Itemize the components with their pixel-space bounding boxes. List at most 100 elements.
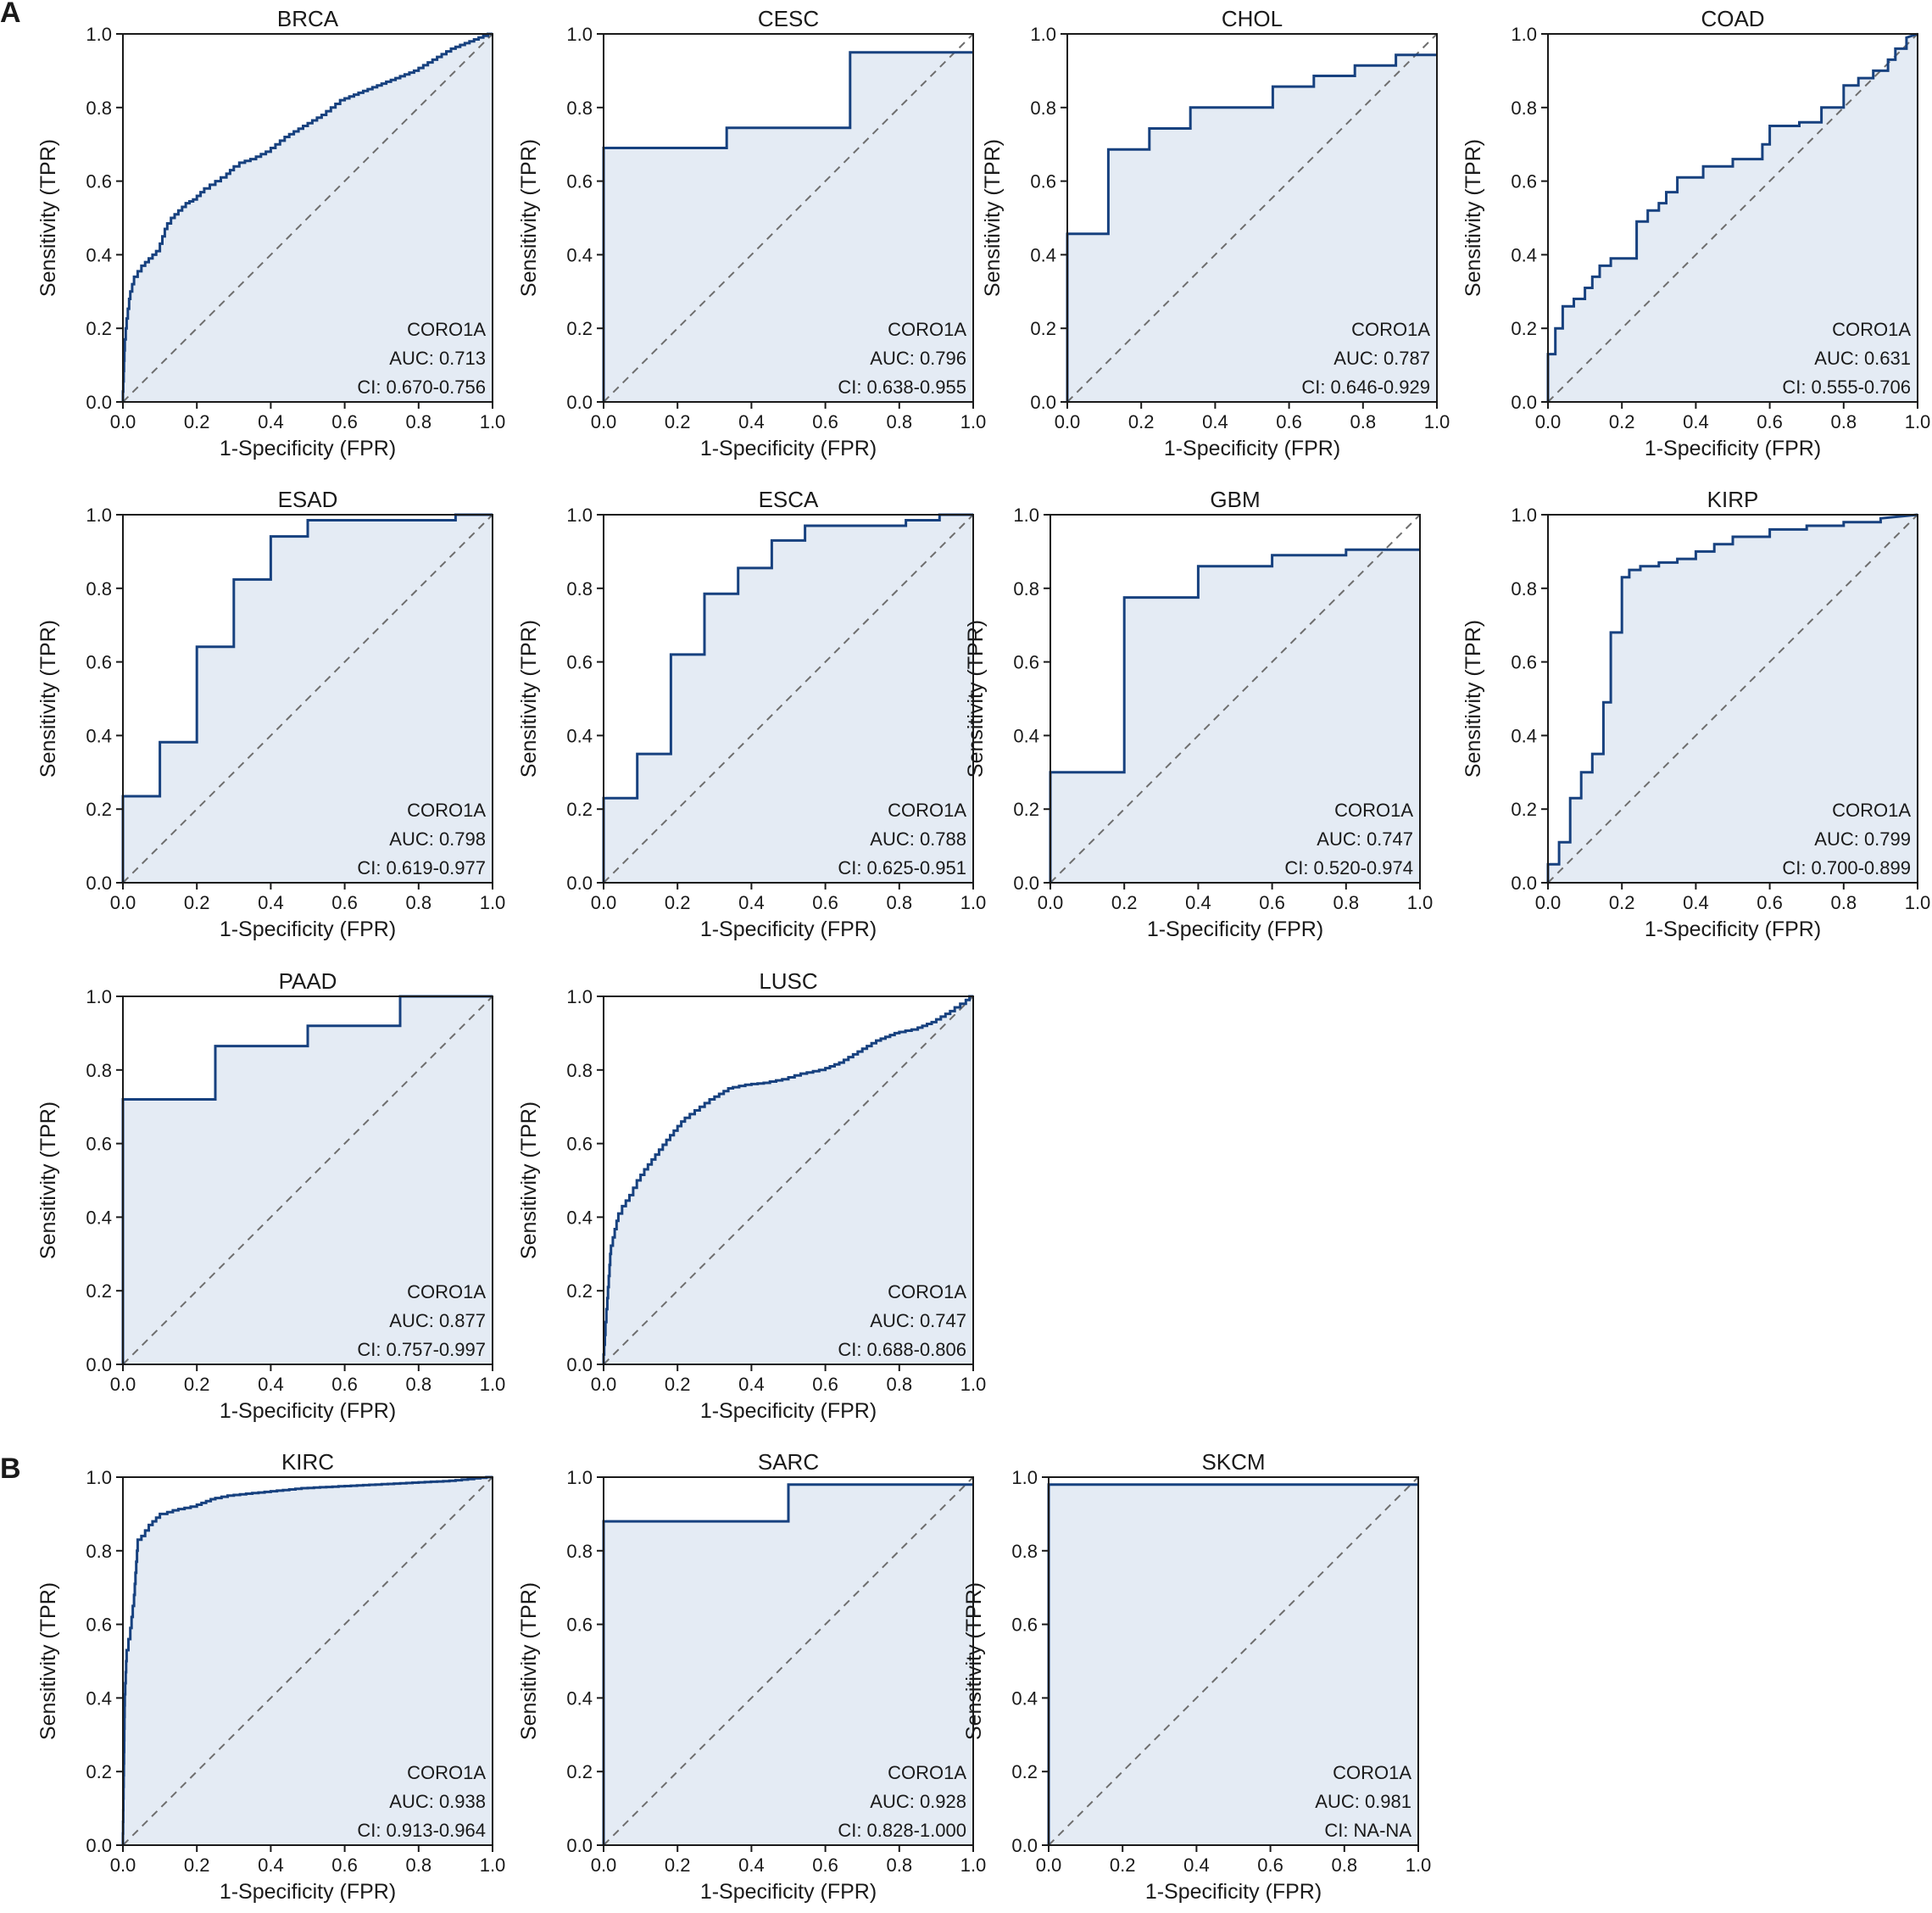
x-tick-label: 0.4 xyxy=(1683,892,1709,913)
x-tick-label: 0.2 xyxy=(184,892,210,913)
x-tick-label: 0.8 xyxy=(887,411,913,432)
y-tick-label: 1.0 xyxy=(1013,505,1039,526)
x-tick-label: 0.4 xyxy=(1683,411,1709,432)
annotation-gene: CORO1A xyxy=(1832,319,1911,340)
chart-title: KIRC xyxy=(281,1449,334,1475)
plot-frame xyxy=(122,33,493,403)
roc-chart-kirp: 0.0 0.2 0.4 0.6 0.8 1.0 0.0 0.2 0.4 0.6 0.8 1.0 KIRP… xyxy=(1462,487,1930,941)
plot-frame xyxy=(122,996,493,1365)
y-tick-label: 0.6 xyxy=(1030,171,1056,192)
x-tick-label: 0.6 xyxy=(812,892,838,913)
roc-chart-coad: 0.0 0.2 0.4 0.6 0.8 1.0 0.0 0.2 0.4 0.6 0.8 1.0 COAD… xyxy=(1462,6,1930,460)
annotation-ci: CI: 0.913-0.964 xyxy=(357,1820,486,1841)
annotation-ci: CI: 0.555-0.706 xyxy=(1782,376,1911,398)
chart-title: ESCA xyxy=(759,487,819,512)
x-tick-label: 0.4 xyxy=(258,1374,284,1395)
reference-diagonal xyxy=(603,514,974,884)
x-tick-label: 0.4 xyxy=(258,1854,284,1876)
annotation-auc: AUC: 0.787 xyxy=(1333,348,1430,369)
x-tick-label: 0.8 xyxy=(1831,892,1857,913)
y-tick-label: 1.0 xyxy=(1030,24,1056,45)
annotation-auc: AUC: 0.796 xyxy=(870,348,966,369)
annotation-gene: CORO1A xyxy=(888,319,966,340)
roc-area xyxy=(1049,1484,1418,1845)
x-axis-label: 1-Specificity (FPR) xyxy=(220,917,396,941)
x-tick-label: 0.0 xyxy=(1535,411,1562,432)
y-tick-label: 0.6 xyxy=(1013,652,1039,673)
y-tick-label: 0.8 xyxy=(86,578,112,600)
x-tick-label: 0.8 xyxy=(1350,411,1377,432)
y-axis-label: Sensitivity (TPR) xyxy=(1462,620,1485,778)
annotation-gene: CORO1A xyxy=(1832,800,1911,821)
x-tick-label: 1.0 xyxy=(480,892,506,913)
plot-frame xyxy=(1048,1476,1419,1846)
x-tick-label: 0.0 xyxy=(591,411,617,432)
x-tick-label: 0.4 xyxy=(738,411,765,432)
reference-diagonal xyxy=(1547,33,1918,403)
x-axis-label: 1-Specificity (FPR) xyxy=(1645,437,1821,460)
x-tick-label: 0.4 xyxy=(258,411,284,432)
roc-curve xyxy=(602,513,973,883)
y-tick-label: 0.2 xyxy=(1013,799,1039,820)
roc-chart-gbm: 0.0 0.2 0.4 0.6 0.8 1.0 0.0 0.2 0.4 0.6 0.8 1.0 GBM 1… xyxy=(964,487,1433,941)
y-tick-label: 0.8 xyxy=(1511,98,1537,119)
roc-chart-esca: 0.0 0.2 0.4 0.6 0.8 1.0 0.0 0.2 0.4 0.6 0.8 1.0 ESCA… xyxy=(517,487,986,941)
roc-chart-kirc: 0.0 0.2 0.4 0.6 0.8 1.0 0.0 0.2 0.4 0.6 0.8 1.0 KIRC… xyxy=(36,1449,505,1904)
annotation-auc: AUC: 0.631 xyxy=(1814,348,1911,369)
annotation-auc: AUC: 0.747 xyxy=(1317,828,1413,850)
x-tick-label: 0.8 xyxy=(406,411,432,432)
x-axis-label: 1-Specificity (FPR) xyxy=(1147,917,1323,941)
x-tick-label: 0.0 xyxy=(1535,892,1562,913)
y-tick-label: 0.6 xyxy=(86,1134,112,1155)
y-tick-label: 0.8 xyxy=(566,98,593,119)
roc-area xyxy=(1067,54,1437,402)
y-tick-label: 1.0 xyxy=(86,1467,112,1488)
annotation-ci: CI: 0.828-1.000 xyxy=(838,1820,966,1841)
annotation-auc: AUC: 0.938 xyxy=(389,1791,486,1812)
roc-chart-skcm: 0.0 0.2 0.4 0.6 0.8 1.0 0.0 0.2 0.4 0.6 0.8 1.0 SKCM… xyxy=(962,1449,1431,1904)
roc-curve xyxy=(602,995,973,1364)
x-axis-label: 1-Specificity (FPR) xyxy=(220,1880,396,1904)
x-tick-label: 0.4 xyxy=(1202,411,1228,432)
x-tick-label: 0.8 xyxy=(887,1854,913,1876)
x-tick-label: 0.6 xyxy=(812,411,838,432)
plot-frame xyxy=(1547,514,1918,884)
x-tick-label: 0.2 xyxy=(1111,892,1138,913)
roc-charts: 0.0 0.2 0.4 0.6 0.8 1.0 0.0 0.2 0.4 0.6 0.8 1.0 BRCA… xyxy=(36,6,1930,1904)
annotation-gene: CORO1A xyxy=(407,1281,486,1302)
plot-frame xyxy=(603,1476,974,1846)
x-axis-label: 1-Specificity (FPR) xyxy=(1145,1880,1322,1904)
roc-curve xyxy=(121,513,493,883)
plot-frame xyxy=(603,996,974,1365)
y-axis-label: Sensitivity (TPR) xyxy=(517,1582,541,1740)
x-tick-label: 0.0 xyxy=(110,1374,136,1395)
annotation-ci: CI: 0.625-0.951 xyxy=(838,857,966,878)
x-tick-label: 0.8 xyxy=(887,1374,913,1395)
chart-title: BRCA xyxy=(277,6,339,31)
y-tick-label: 0.4 xyxy=(566,725,593,746)
annotation-ci: CI: 0.638-0.955 xyxy=(838,376,966,398)
x-tick-label: 0.2 xyxy=(1609,411,1635,432)
x-tick-label: 0.2 xyxy=(665,1854,691,1876)
annotation-auc: AUC: 0.747 xyxy=(870,1310,966,1331)
x-tick-label: 0.8 xyxy=(1332,1854,1358,1876)
y-tick-label: 0.4 xyxy=(566,244,593,265)
y-tick-label: 0.8 xyxy=(86,98,112,119)
x-tick-label: 0.8 xyxy=(406,892,432,913)
x-tick-label: 0.2 xyxy=(1609,892,1635,913)
x-axis-label: 1-Specificity (FPR) xyxy=(220,1399,396,1423)
y-tick-label: 0.6 xyxy=(566,1615,593,1636)
y-tick-label: 0.0 xyxy=(566,873,593,894)
chart-title: COAD xyxy=(1701,6,1764,31)
y-tick-label: 1.0 xyxy=(1011,1467,1038,1488)
y-tick-label: 1.0 xyxy=(1511,24,1537,45)
x-tick-label: 0.6 xyxy=(331,1854,358,1876)
annotation-ci: CI: 0.619-0.977 xyxy=(357,857,486,878)
y-tick-label: 0.4 xyxy=(1511,244,1537,265)
reference-diagonal xyxy=(1547,514,1918,884)
y-tick-label: 0.0 xyxy=(1511,873,1537,894)
annotation-ci: CI: NA-NA xyxy=(1324,1820,1411,1841)
y-tick-label: 1.0 xyxy=(566,986,593,1007)
x-tick-label: 0.2 xyxy=(665,892,691,913)
y-tick-label: 1.0 xyxy=(86,24,112,45)
